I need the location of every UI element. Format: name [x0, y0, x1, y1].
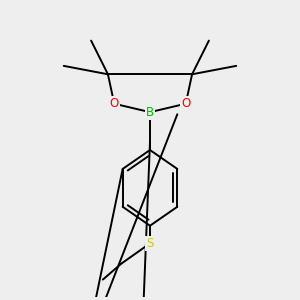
Text: S: S — [146, 237, 154, 250]
Text: O: O — [181, 97, 190, 110]
Text: B: B — [146, 106, 154, 118]
Text: O: O — [110, 97, 119, 110]
